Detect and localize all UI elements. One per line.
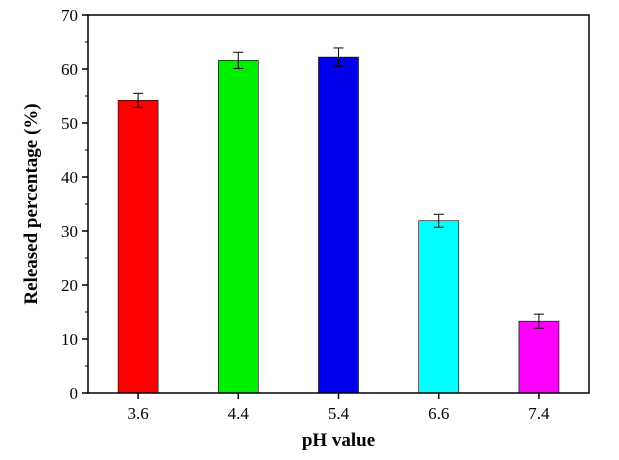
y-tick-label-20: 20 [61, 276, 78, 295]
x-tick-label-6.6: 6.6 [428, 404, 449, 423]
error-bar-5.4 [333, 47, 344, 67]
error-bars-layer [133, 47, 544, 329]
bars-layer [117, 56, 560, 394]
x-tick-label-5.4: 5.4 [328, 404, 350, 423]
error-bar-7.4 [533, 313, 544, 329]
y-tick-label-50: 50 [61, 114, 78, 133]
y-axis-title: Released percentage (%) [21, 103, 42, 304]
error-bar-3.6 [133, 92, 144, 108]
bar-5.4 [318, 56, 359, 394]
y-tick-label-30: 30 [61, 222, 78, 241]
y-tick-label-10: 10 [61, 330, 78, 349]
bar-3.6 [117, 100, 159, 394]
error-bar-6.6 [433, 213, 444, 228]
y-tick-label-40: 40 [61, 168, 78, 187]
bar-7.4 [518, 320, 560, 394]
x-tick-label-3.6: 3.6 [127, 404, 148, 423]
x-axis-ticks: 3.6 4.4 5.4 6.6 7.4 [127, 393, 550, 423]
y-tick-label-70: 70 [61, 6, 78, 25]
x-axis-title: pH value [302, 430, 375, 451]
y-tick-label-0: 0 [70, 384, 79, 403]
error-bar-4.4 [233, 51, 244, 69]
y-axis-ticks: 0 10 20 30 40 50 60 70 [61, 6, 88, 403]
x-tick-label-7.4: 7.4 [528, 404, 550, 423]
x-tick-label-4.4: 4.4 [228, 404, 250, 423]
bar-6.6 [418, 220, 460, 394]
bar-4.4 [218, 60, 259, 394]
y-tick-label-60: 60 [61, 60, 78, 79]
